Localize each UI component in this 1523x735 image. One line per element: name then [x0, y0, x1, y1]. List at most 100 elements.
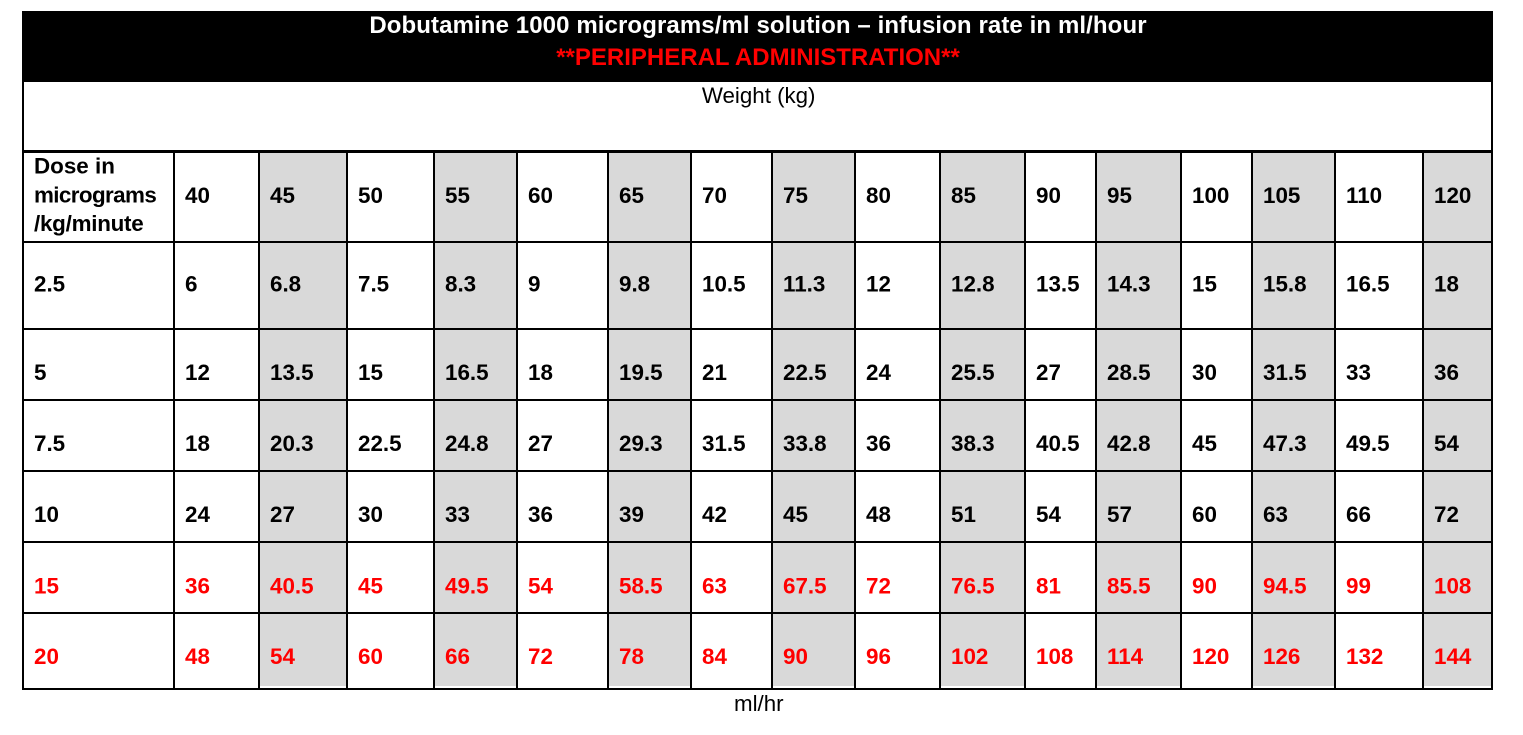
- svg-text:54: 54: [1036, 502, 1061, 527]
- svg-text:54: 54: [1434, 431, 1459, 456]
- svg-text:36: 36: [185, 574, 210, 599]
- svg-text:63: 63: [702, 574, 727, 599]
- svg-text:9.8: 9.8: [619, 271, 650, 296]
- svg-text:19.5: 19.5: [619, 360, 663, 385]
- svg-text:/kg/minute: /kg/minute: [34, 211, 143, 236]
- svg-text:21: 21: [702, 360, 727, 385]
- svg-text:24.8: 24.8: [445, 431, 489, 456]
- svg-text:24: 24: [866, 360, 891, 385]
- svg-text:48: 48: [866, 502, 891, 527]
- svg-text:45: 45: [1192, 431, 1217, 456]
- svg-text:66: 66: [445, 644, 470, 669]
- svg-text:40.5: 40.5: [1036, 431, 1080, 456]
- svg-text:33.8: 33.8: [783, 431, 827, 456]
- svg-text:72: 72: [866, 574, 891, 599]
- svg-text:120: 120: [1192, 644, 1229, 669]
- svg-text:85: 85: [951, 183, 976, 208]
- svg-text:31.5: 31.5: [702, 431, 746, 456]
- svg-text:110: 110: [1346, 183, 1382, 208]
- svg-text:30: 30: [358, 502, 383, 527]
- svg-text:96: 96: [866, 644, 891, 669]
- svg-text:15: 15: [34, 574, 59, 599]
- svg-text:51: 51: [951, 502, 976, 527]
- svg-text:10: 10: [34, 502, 59, 527]
- svg-text:90: 90: [1192, 574, 1217, 599]
- svg-text:33: 33: [1346, 360, 1371, 385]
- svg-text:60: 60: [1192, 502, 1217, 527]
- svg-text:47.3: 47.3: [1263, 431, 1307, 456]
- svg-text:12.8: 12.8: [951, 271, 995, 296]
- svg-text:60: 60: [528, 183, 553, 208]
- svg-text:22.5: 22.5: [783, 360, 827, 385]
- svg-text:20: 20: [34, 644, 59, 669]
- svg-text:66: 66: [1346, 502, 1371, 527]
- svg-text:micrograms: micrograms: [34, 183, 156, 208]
- svg-text:40.5: 40.5: [270, 574, 314, 599]
- svg-text:90: 90: [783, 644, 808, 669]
- svg-text:**PERIPHERAL ADMINISTRATION**: **PERIPHERAL ADMINISTRATION**: [556, 44, 960, 71]
- svg-text:78: 78: [619, 644, 644, 669]
- svg-text:27: 27: [1036, 360, 1061, 385]
- svg-text:67.5: 67.5: [783, 574, 827, 599]
- svg-text:Dose in: Dose in: [34, 154, 115, 179]
- svg-text:49.5: 49.5: [445, 574, 489, 599]
- svg-text:65: 65: [619, 183, 644, 208]
- svg-text:20.3: 20.3: [270, 431, 314, 456]
- svg-text:30: 30: [1192, 360, 1217, 385]
- svg-text:15.8: 15.8: [1263, 271, 1307, 296]
- svg-text:22.5: 22.5: [358, 431, 402, 456]
- svg-text:126: 126: [1263, 644, 1300, 669]
- svg-text:15: 15: [1192, 271, 1217, 296]
- svg-text:120: 120: [1434, 183, 1471, 208]
- svg-text:39: 39: [619, 502, 644, 527]
- svg-text:16.5: 16.5: [445, 360, 489, 385]
- svg-text:70: 70: [702, 183, 727, 208]
- svg-text:6.8: 6.8: [270, 271, 301, 296]
- svg-text:48: 48: [185, 644, 210, 669]
- svg-text:24: 24: [185, 502, 210, 527]
- svg-text:49.5: 49.5: [1346, 431, 1390, 456]
- svg-text:72: 72: [1434, 502, 1459, 527]
- svg-text:10.5: 10.5: [702, 271, 746, 296]
- svg-text:16.5: 16.5: [1346, 271, 1390, 296]
- svg-text:12: 12: [866, 271, 891, 296]
- svg-text:99: 99: [1346, 574, 1371, 599]
- svg-text:132: 132: [1346, 644, 1383, 669]
- svg-text:6: 6: [185, 271, 197, 296]
- svg-text:105: 105: [1263, 183, 1300, 208]
- svg-text:33: 33: [445, 502, 470, 527]
- svg-text:63: 63: [1263, 502, 1288, 527]
- svg-text:40: 40: [185, 183, 210, 208]
- svg-text:18: 18: [1434, 271, 1459, 296]
- svg-text:36: 36: [866, 431, 891, 456]
- svg-text:144: 144: [1434, 644, 1472, 669]
- svg-text:25.5: 25.5: [951, 360, 995, 385]
- svg-text:11.3: 11.3: [783, 271, 825, 296]
- svg-text:28.5: 28.5: [1107, 360, 1151, 385]
- svg-text:90: 90: [1036, 183, 1061, 208]
- svg-text:45: 45: [270, 183, 295, 208]
- svg-text:100: 100: [1192, 183, 1229, 208]
- svg-text:7.5: 7.5: [358, 271, 389, 296]
- svg-text:108: 108: [1434, 574, 1471, 599]
- svg-text:42: 42: [702, 502, 727, 527]
- svg-text:7.5: 7.5: [34, 431, 65, 456]
- svg-text:42.8: 42.8: [1107, 431, 1151, 456]
- svg-text:18: 18: [185, 431, 210, 456]
- svg-text:27: 27: [528, 431, 553, 456]
- svg-text:13.5: 13.5: [1036, 271, 1080, 296]
- svg-text:12: 12: [185, 360, 210, 385]
- svg-text:5: 5: [34, 360, 46, 385]
- svg-text:54: 54: [528, 574, 553, 599]
- svg-text:80: 80: [866, 183, 891, 208]
- svg-text:84: 84: [702, 644, 727, 669]
- svg-text:58.5: 58.5: [619, 574, 663, 599]
- svg-text:9: 9: [528, 271, 540, 296]
- svg-text:55: 55: [445, 183, 470, 208]
- svg-text:31.5: 31.5: [1263, 360, 1307, 385]
- svg-text:50: 50: [358, 183, 383, 208]
- svg-text:45: 45: [783, 502, 808, 527]
- svg-text:57: 57: [1107, 502, 1132, 527]
- svg-text:95: 95: [1107, 183, 1132, 208]
- svg-text:94.5: 94.5: [1263, 574, 1307, 599]
